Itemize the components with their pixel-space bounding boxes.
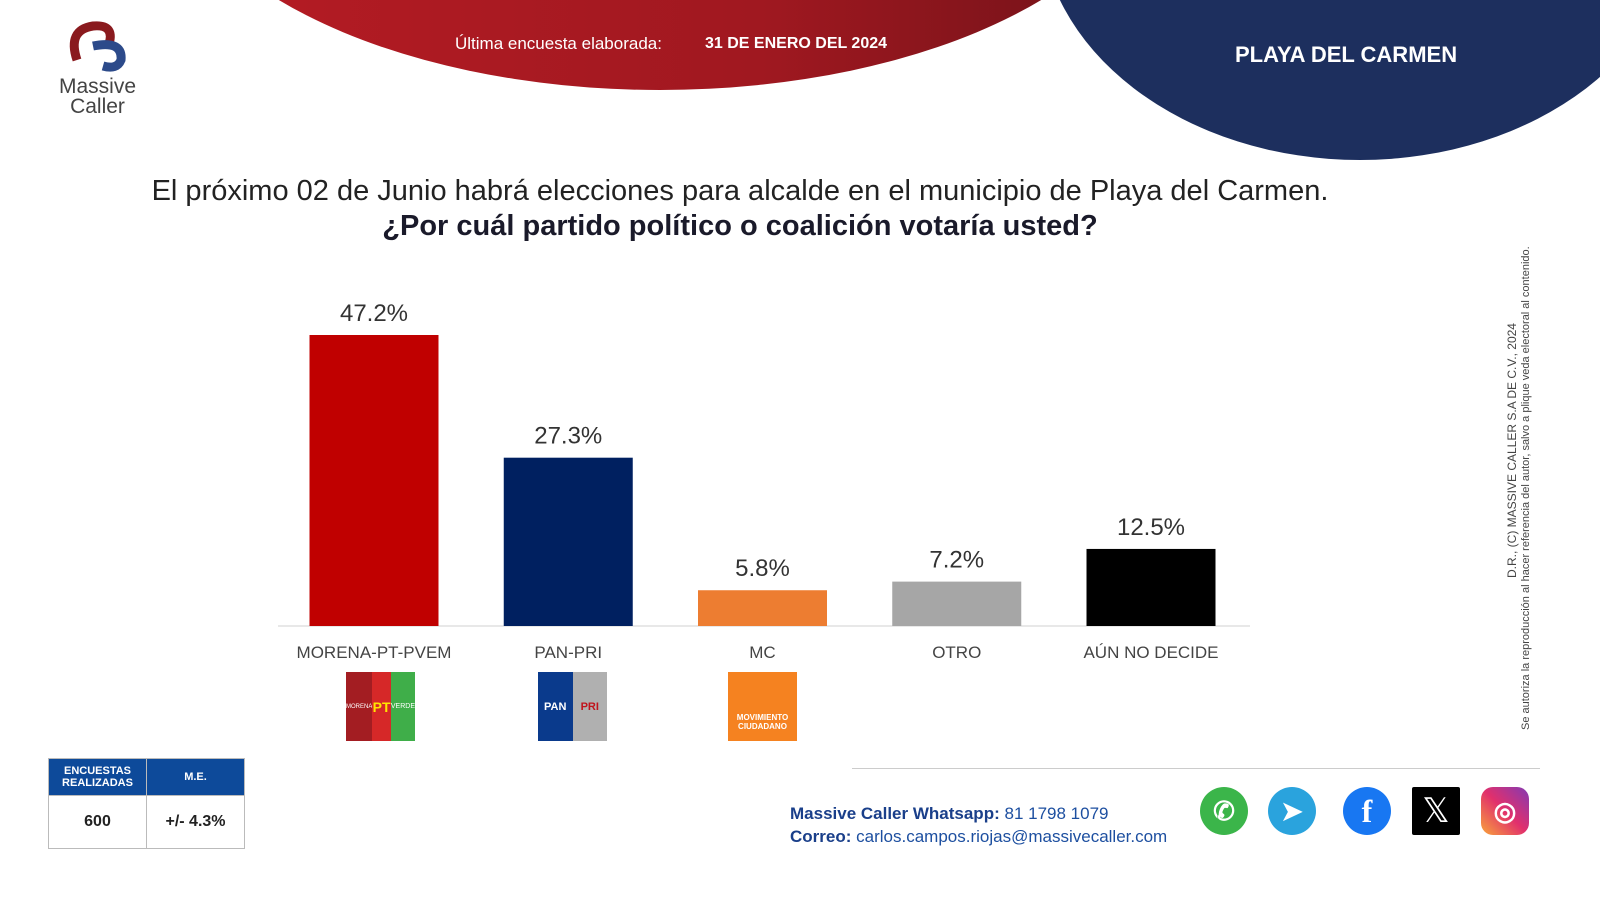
whatsapp-number: 81 1798 1079 xyxy=(1004,804,1109,823)
category-label: OTRO xyxy=(932,643,981,662)
pan-logo: PAN xyxy=(538,672,573,741)
data-label: 12.5% xyxy=(1117,514,1185,541)
surveys-count: 600 xyxy=(48,795,147,849)
pt-logo: PT xyxy=(372,672,391,741)
divider xyxy=(852,768,1540,769)
survey-stats-table: ENCUESTAS REALIZADAS M.E. 600 +/- 4.3% xyxy=(48,758,245,849)
category-label: PAN-PRI xyxy=(534,643,602,662)
copyright-line1: D.R., (C) MASSIVE CALLER S.A DE C.V., 20… xyxy=(1505,323,1519,578)
question-context: El próximo 02 de Junio habrá elecciones … xyxy=(151,175,1329,207)
morena-pt-pvem-logo: MORENA PT VERDE xyxy=(346,672,415,741)
instagram-icon[interactable]: ◎ xyxy=(1481,787,1529,835)
logo-line2: Caller xyxy=(70,95,125,118)
data-label: 5.8% xyxy=(735,555,790,582)
surveys-header: ENCUESTAS REALIZADAS xyxy=(48,758,147,796)
bar-1 xyxy=(503,457,633,626)
margin-header: M.E. xyxy=(146,758,245,796)
city-title: PLAYA DEL CARMEN xyxy=(1235,42,1458,67)
survey-date: 31 DE ENERO DEL 2024 xyxy=(705,35,888,52)
bar-3 xyxy=(892,581,1022,626)
mc-logo: MOVIMIENTO CIUDADANO xyxy=(728,672,797,741)
x-icon[interactable]: 𝕏 xyxy=(1412,787,1460,835)
morena-logo: MORENA xyxy=(346,672,373,741)
logo-icon xyxy=(69,21,126,72)
massive-caller-logo: Massive Caller xyxy=(50,20,145,117)
survey-label: Última encuesta elaborada: xyxy=(455,34,662,53)
data-label: 7.2% xyxy=(929,547,984,574)
whatsapp-label: Massive Caller Whatsapp: xyxy=(790,804,1000,823)
category-label: MC xyxy=(749,643,775,662)
verde-logo: VERDE xyxy=(390,672,415,741)
data-label: 27.3% xyxy=(534,423,602,450)
email-address[interactable]: carlos.campos.riojas@massivecaller.com xyxy=(856,827,1168,846)
pri-logo: PRI xyxy=(572,672,607,741)
contact-info: Massive Caller Whatsapp: 81 1798 1079 Co… xyxy=(790,802,1167,848)
pan-pri-logo: PAN PRI xyxy=(538,672,607,741)
bar-4 xyxy=(1086,548,1216,626)
bar-0 xyxy=(309,335,439,626)
question-title: ¿Por cuál partido político o coalición v… xyxy=(382,210,1098,242)
telegram-icon[interactable]: ➤ xyxy=(1268,787,1316,835)
facebook-icon[interactable]: f xyxy=(1343,787,1391,835)
margin-value: +/- 4.3% xyxy=(146,795,245,849)
copyright-line2: Se autoriza la reproducción al hacer ref… xyxy=(1520,246,1532,730)
data-label: 47.2% xyxy=(340,300,408,327)
logo-line1: Massive xyxy=(58,75,137,98)
whatsapp-icon[interactable]: ✆ xyxy=(1200,787,1248,835)
category-label: AÚN NO DECIDE xyxy=(1083,643,1218,662)
email-label: Correo: xyxy=(790,827,852,846)
bar-2 xyxy=(698,590,827,626)
category-label: MORENA-PT-PVEM xyxy=(297,643,452,662)
